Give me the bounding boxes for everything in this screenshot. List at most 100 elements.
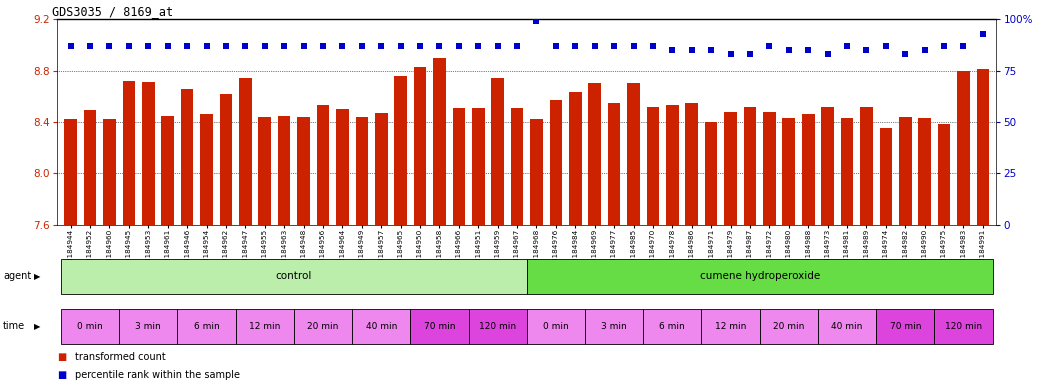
Bar bbox=[352, 309, 410, 344]
Point bbox=[742, 51, 759, 57]
Bar bbox=[468, 309, 526, 344]
Point bbox=[548, 43, 565, 49]
Text: transformed count: transformed count bbox=[75, 352, 165, 362]
Bar bbox=[220, 94, 233, 225]
Point bbox=[509, 43, 525, 49]
Bar bbox=[297, 117, 310, 225]
Bar bbox=[725, 112, 737, 225]
Bar bbox=[181, 89, 193, 225]
Point bbox=[412, 43, 429, 49]
Bar bbox=[64, 119, 77, 225]
Bar bbox=[589, 83, 601, 225]
Bar bbox=[177, 309, 236, 344]
Text: ■: ■ bbox=[57, 352, 66, 362]
Text: GDS3035 / 8169_at: GDS3035 / 8169_at bbox=[52, 5, 173, 18]
Point bbox=[703, 47, 719, 53]
Bar bbox=[763, 112, 775, 225]
Point bbox=[470, 43, 487, 49]
Point bbox=[528, 18, 545, 24]
Bar bbox=[627, 83, 639, 225]
Bar bbox=[569, 93, 581, 225]
Bar bbox=[530, 119, 543, 225]
Bar bbox=[977, 69, 989, 225]
Text: 120 min: 120 min bbox=[480, 322, 516, 331]
Point bbox=[877, 43, 894, 49]
Point bbox=[781, 47, 797, 53]
Bar bbox=[355, 117, 368, 225]
Text: 0 min: 0 min bbox=[543, 322, 569, 331]
Text: 3 min: 3 min bbox=[601, 322, 627, 331]
Point bbox=[373, 43, 389, 49]
Point bbox=[625, 43, 641, 49]
Point bbox=[179, 43, 195, 49]
Bar bbox=[783, 118, 795, 225]
Text: 6 min: 6 min bbox=[659, 322, 685, 331]
Point bbox=[392, 43, 409, 49]
Point bbox=[858, 47, 875, 53]
Bar bbox=[375, 113, 387, 225]
Bar bbox=[119, 309, 177, 344]
Point bbox=[664, 47, 681, 53]
Bar bbox=[760, 309, 818, 344]
Point bbox=[586, 43, 603, 49]
Point bbox=[120, 43, 137, 49]
Text: 20 min: 20 min bbox=[773, 322, 804, 331]
Text: 12 min: 12 min bbox=[249, 322, 280, 331]
Bar bbox=[453, 108, 465, 225]
Bar bbox=[934, 309, 992, 344]
Text: 120 min: 120 min bbox=[945, 322, 982, 331]
Bar bbox=[61, 259, 527, 294]
Text: 40 min: 40 min bbox=[831, 322, 863, 331]
Bar bbox=[585, 309, 644, 344]
Text: 20 min: 20 min bbox=[307, 322, 338, 331]
Point bbox=[218, 43, 235, 49]
Point bbox=[198, 43, 215, 49]
Point bbox=[101, 43, 117, 49]
Bar bbox=[317, 105, 329, 225]
Point bbox=[645, 43, 661, 49]
Bar bbox=[414, 67, 427, 225]
Bar bbox=[336, 109, 349, 225]
Point bbox=[606, 43, 623, 49]
Point bbox=[295, 43, 311, 49]
Bar bbox=[294, 309, 352, 344]
Point bbox=[567, 43, 583, 49]
Point bbox=[936, 43, 953, 49]
Bar bbox=[957, 71, 969, 225]
Point bbox=[800, 47, 817, 53]
Point bbox=[160, 43, 176, 49]
Bar bbox=[876, 309, 934, 344]
Text: ■: ■ bbox=[57, 370, 66, 380]
Text: ▶: ▶ bbox=[34, 322, 40, 331]
Bar bbox=[705, 122, 717, 225]
Point bbox=[819, 51, 836, 57]
Point bbox=[431, 43, 447, 49]
Point bbox=[975, 30, 991, 36]
Text: 70 min: 70 min bbox=[890, 322, 921, 331]
Bar bbox=[236, 309, 294, 344]
Bar bbox=[103, 119, 116, 225]
Bar bbox=[258, 117, 271, 225]
Bar bbox=[142, 82, 155, 225]
Point bbox=[276, 43, 293, 49]
Point bbox=[237, 43, 253, 49]
Bar bbox=[433, 58, 445, 225]
Bar bbox=[647, 106, 659, 225]
Text: 6 min: 6 min bbox=[194, 322, 219, 331]
Text: agent: agent bbox=[3, 271, 31, 281]
Point bbox=[315, 43, 331, 49]
Bar bbox=[743, 106, 757, 225]
Bar bbox=[919, 118, 931, 225]
Bar bbox=[122, 81, 135, 225]
Bar bbox=[899, 117, 911, 225]
Text: control: control bbox=[276, 271, 312, 281]
Bar bbox=[410, 309, 468, 344]
Point bbox=[917, 47, 933, 53]
Text: 40 min: 40 min bbox=[365, 322, 397, 331]
Point bbox=[82, 43, 99, 49]
Bar bbox=[84, 110, 97, 225]
Point bbox=[334, 43, 351, 49]
Bar bbox=[162, 116, 174, 225]
Point bbox=[897, 51, 913, 57]
Text: ▶: ▶ bbox=[34, 272, 40, 281]
